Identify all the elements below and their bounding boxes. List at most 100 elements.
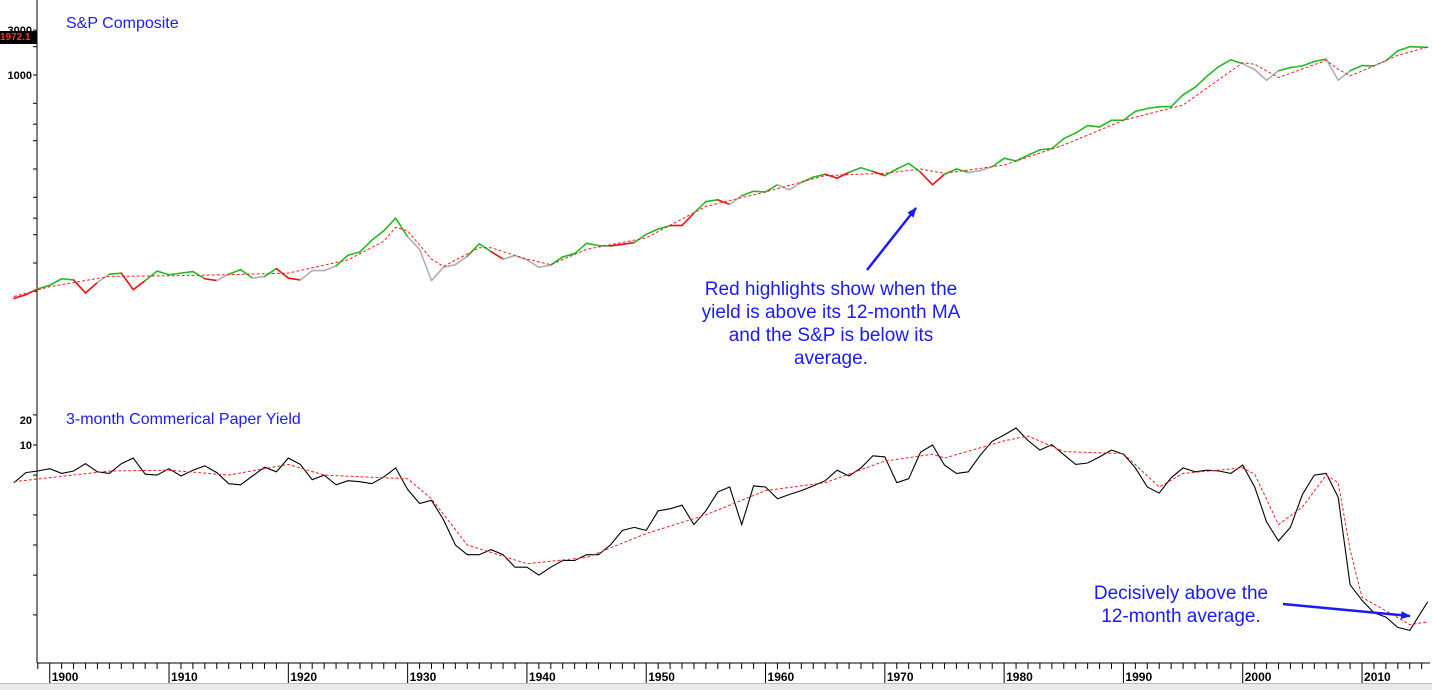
sp-price-segment [825, 174, 837, 178]
sp-price-segment [1040, 149, 1052, 150]
sp-price-segment [849, 168, 861, 173]
x-tick-label: 1920 [290, 670, 317, 684]
sp-price-segment [539, 265, 551, 267]
sp-price-segment [1279, 68, 1291, 71]
sp-price-segment [789, 182, 801, 189]
sp-price-segment [467, 244, 479, 256]
sp-composite-panel [14, 47, 1428, 299]
x-tick-label: 1990 [1125, 670, 1152, 684]
sp-price-segment [1183, 87, 1195, 95]
sp-price-segment [157, 271, 169, 275]
sp-price-segment [766, 185, 778, 192]
sp-price-segment [384, 218, 396, 231]
sp-price-segment [563, 254, 575, 257]
y-tick-label: 10 [20, 440, 32, 452]
sp-price-segment [706, 200, 718, 202]
x-tick-label: 1900 [52, 670, 79, 684]
arrow-to-sp-highlight [867, 208, 916, 270]
yield-panel-title: 3-month Commerical Paper Yield [66, 411, 301, 429]
annotation-line: 12-month average. [1066, 605, 1296, 628]
annotation-line: Decisively above the [1066, 582, 1296, 605]
sp-price-segment [622, 243, 634, 245]
sp-price-segment [503, 256, 515, 260]
sp-price-segment [968, 171, 980, 173]
sp-price-segment [491, 252, 503, 259]
x-tick-label: 1980 [1006, 670, 1033, 684]
red-highlight-annotation: Red highlights show when the yield is ab… [676, 278, 986, 370]
annotation-line: Red highlights show when the [676, 278, 986, 301]
sp-price-segment [86, 283, 98, 293]
sp-price-segment [1231, 60, 1243, 64]
sp-price-segment [372, 231, 384, 240]
sp-price-segment [1338, 71, 1350, 80]
sp-moving-average-line [14, 47, 1428, 296]
x-tick-label: 1970 [887, 670, 914, 684]
sp-price-segment [348, 252, 360, 255]
x-tick-label: 1930 [410, 670, 437, 684]
sp-price-segment [1195, 76, 1207, 87]
sp-price-segment [610, 244, 622, 246]
sp-price-segment [408, 237, 420, 249]
x-tick-label: 1960 [768, 670, 795, 684]
sp-price-segment [205, 279, 217, 281]
above-average-annotation: Decisively above the 12-month average. [1066, 582, 1296, 628]
annotation-line: average. [676, 347, 986, 370]
sp-price-segment [1410, 47, 1428, 48]
sp-price-segment [1255, 70, 1267, 81]
sp-price-segment [1243, 64, 1255, 70]
sp-panel-title: S&P Composite [66, 15, 179, 33]
sp-price-segment [133, 281, 145, 290]
sp-price-segment [1350, 66, 1362, 71]
y-tick-label: 20 [20, 415, 32, 427]
sp-price-segment [169, 273, 181, 275]
sp-price-segment [1076, 126, 1088, 133]
sp-price-segment [1064, 133, 1076, 139]
sp-price-segment [26, 289, 38, 295]
sp-price-segment [121, 273, 133, 290]
last-value-badge: 1972.1 [0, 31, 37, 44]
sp-price-segment [909, 163, 921, 172]
sp-price-segment [1219, 60, 1231, 67]
sp-price-segment [50, 279, 62, 285]
sp-price-segment [897, 163, 909, 169]
sp-price-segment [1326, 59, 1338, 80]
annotation-line: yield is above its 12-month MA [676, 301, 986, 324]
sp-price-segment [1123, 111, 1135, 120]
x-tick-label: 2010 [1364, 670, 1391, 684]
sp-price-segment [324, 266, 336, 271]
sp-price-segment [646, 229, 658, 234]
sp-price-segment [455, 256, 467, 264]
x-tick-label: 1910 [171, 670, 198, 684]
x-tick-label: 1950 [648, 670, 675, 684]
sp-price-segment [587, 243, 599, 245]
sp-price-segment [431, 267, 443, 280]
sp-price-segment [1135, 109, 1147, 112]
sp-price-segment [62, 279, 74, 280]
sp-price-segment [861, 168, 873, 172]
sp-price-segment [300, 271, 312, 280]
sp-price-segment [1398, 47, 1410, 51]
sp-price-segment [658, 226, 670, 229]
x-tick-label: 1940 [529, 670, 556, 684]
sp-price-segment [420, 249, 432, 280]
sp-price-segment [515, 256, 527, 260]
sp-price-segment [360, 240, 372, 252]
arrow-to-yield-end [1283, 604, 1410, 616]
sp-price-segment [288, 278, 300, 280]
sp-price-segment [718, 200, 730, 205]
annotation-line: and the S&P is below its [676, 324, 986, 347]
y-tick-label: 1000 [8, 70, 32, 82]
sp-price-segment [1004, 158, 1016, 161]
annotation-arrows [867, 208, 1410, 616]
sp-price-segment [181, 272, 193, 274]
sp-price-segment [229, 270, 241, 275]
sp-price-segment [1290, 66, 1302, 68]
sp-price-segment [1088, 126, 1100, 127]
sp-price-segment [396, 218, 408, 237]
sp-price-segment [1028, 150, 1040, 155]
sp-price-segment [1267, 71, 1279, 80]
sp-price-segment [742, 191, 754, 195]
sp-price-segment [109, 273, 121, 274]
sp-price-segment [682, 213, 694, 225]
sp-price-segment [1171, 95, 1183, 107]
